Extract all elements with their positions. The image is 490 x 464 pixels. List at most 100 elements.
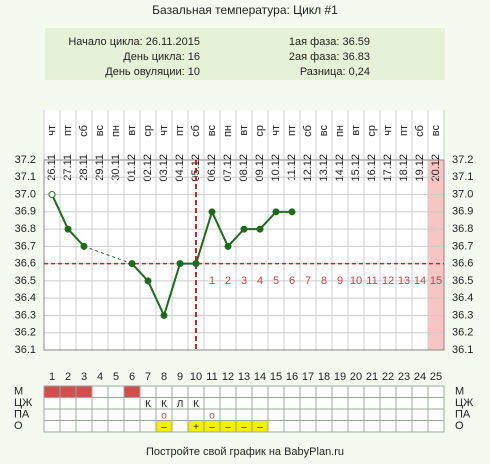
row-cell <box>315 385 333 398</box>
x-tick-label: 14 <box>254 371 266 383</box>
weekday-label: вт <box>350 125 362 136</box>
row-cell <box>347 408 365 421</box>
phase-day-label: 15 <box>430 275 442 287</box>
row-cell <box>395 397 413 410</box>
y-tick-label-right: 37.2 <box>452 154 473 166</box>
row-cell-text: К <box>145 399 151 410</box>
row-cell <box>379 397 397 410</box>
row-cell <box>331 420 349 433</box>
row-cell <box>411 385 429 398</box>
y-tick-label: 36.1 <box>15 344 36 356</box>
date-label: 12.12 <box>302 154 314 182</box>
row-cell <box>219 385 237 398</box>
x-tick-label: 20 <box>350 371 362 383</box>
y-tick-label: 36.4 <box>15 292 36 304</box>
row-cell <box>379 420 397 433</box>
row-cell <box>91 408 109 421</box>
row-cell <box>107 397 125 410</box>
row-cell <box>363 420 381 433</box>
temperature-point <box>240 225 248 233</box>
y-tick-label: 37.1 <box>15 171 36 183</box>
phase-day-label: 14 <box>414 275 426 287</box>
row-cell <box>43 420 61 433</box>
row-cell <box>347 397 365 410</box>
x-tick-label: 19 <box>334 371 346 383</box>
row-cell <box>75 408 93 421</box>
row-cell-text: о <box>209 410 215 421</box>
y-tick-label-right: 36.5 <box>452 275 473 287</box>
y-tick-label-right: 36.8 <box>452 223 473 235</box>
x-tick-label: 24 <box>414 371 426 383</box>
date-label: 27.11 <box>62 154 74 181</box>
weekday-label: вс <box>430 125 442 137</box>
date-label: 05.12 <box>190 154 202 182</box>
row-cell <box>59 420 77 433</box>
phase-day-label: 6 <box>289 275 295 287</box>
row-cell <box>235 385 253 398</box>
info-text: День цикла: 16 <box>123 51 200 63</box>
phase-day-label: 9 <box>337 275 343 287</box>
x-tick-label: 23 <box>398 371 410 383</box>
row-label-right: О <box>455 420 464 432</box>
date-label: 02.12 <box>142 154 154 182</box>
row-cell-text: – <box>241 422 247 433</box>
date-label: 15.12 <box>350 154 362 182</box>
row-cell <box>363 397 381 410</box>
weekday-label: чт <box>46 125 58 136</box>
date-label: 26.11 <box>46 154 58 181</box>
row-label: М <box>14 386 23 398</box>
phase-day-label: 13 <box>398 275 410 287</box>
row-cell <box>267 408 285 421</box>
x-tick-label: 8 <box>161 371 167 383</box>
info-text: 1ая фаза: 36.59 <box>289 36 370 48</box>
phase-day-label: 8 <box>321 275 327 287</box>
temperature-point <box>48 191 56 199</box>
date-label: 28.11 <box>78 154 90 181</box>
weekday-label: пн <box>334 125 346 137</box>
row-cell <box>395 408 413 421</box>
weekday-label: сб <box>414 125 426 137</box>
row-cell <box>75 397 93 410</box>
y-tick-label-right: 36.9 <box>452 206 473 218</box>
info-text: Начало цикла: 26.11.2015 <box>68 36 200 48</box>
row-cell-text: – <box>225 422 231 433</box>
weekday-label: вс <box>318 125 330 137</box>
row-cell <box>235 408 253 421</box>
y-tick-label: 37.2 <box>15 154 36 166</box>
y-tick-label-right: 36.6 <box>452 258 473 270</box>
info-text: Разница: 0,24 <box>300 66 370 78</box>
row-cell <box>299 420 317 433</box>
row-label-right: ЦЖ <box>455 397 473 409</box>
row-cell <box>283 420 301 433</box>
row-cell <box>267 385 285 398</box>
weekday-label: пт <box>398 125 410 136</box>
x-tick-label: 2 <box>65 371 71 383</box>
weekday-label: чт <box>158 125 170 136</box>
row-cell <box>107 420 125 433</box>
row-cell-text: + <box>193 422 199 433</box>
row-cell <box>91 420 109 433</box>
x-tick-label: 1 <box>49 371 55 383</box>
row-cell <box>283 397 301 410</box>
row-cell <box>411 397 429 410</box>
row-cell <box>283 385 301 398</box>
row-cell <box>411 408 429 421</box>
row-cell <box>379 385 397 398</box>
x-tick-label: 7 <box>145 371 151 383</box>
temperature-point <box>128 260 136 268</box>
row-label: ПА <box>14 409 30 421</box>
row-cell <box>107 408 125 421</box>
row-cell <box>43 385 61 398</box>
row-cell <box>315 420 333 433</box>
temperature-point <box>192 260 200 268</box>
y-tick-label-right: 36.1 <box>452 344 473 356</box>
plot-border <box>43 159 445 351</box>
y-tick-label-right: 37.0 <box>452 188 473 200</box>
temperature-point <box>176 260 184 268</box>
row-cell <box>123 420 141 433</box>
phase-day-label: 2 <box>225 275 231 287</box>
row-cell <box>75 385 93 398</box>
phase-day-label: 7 <box>305 275 311 287</box>
row-cell <box>139 420 157 433</box>
row-cell <box>395 385 413 398</box>
